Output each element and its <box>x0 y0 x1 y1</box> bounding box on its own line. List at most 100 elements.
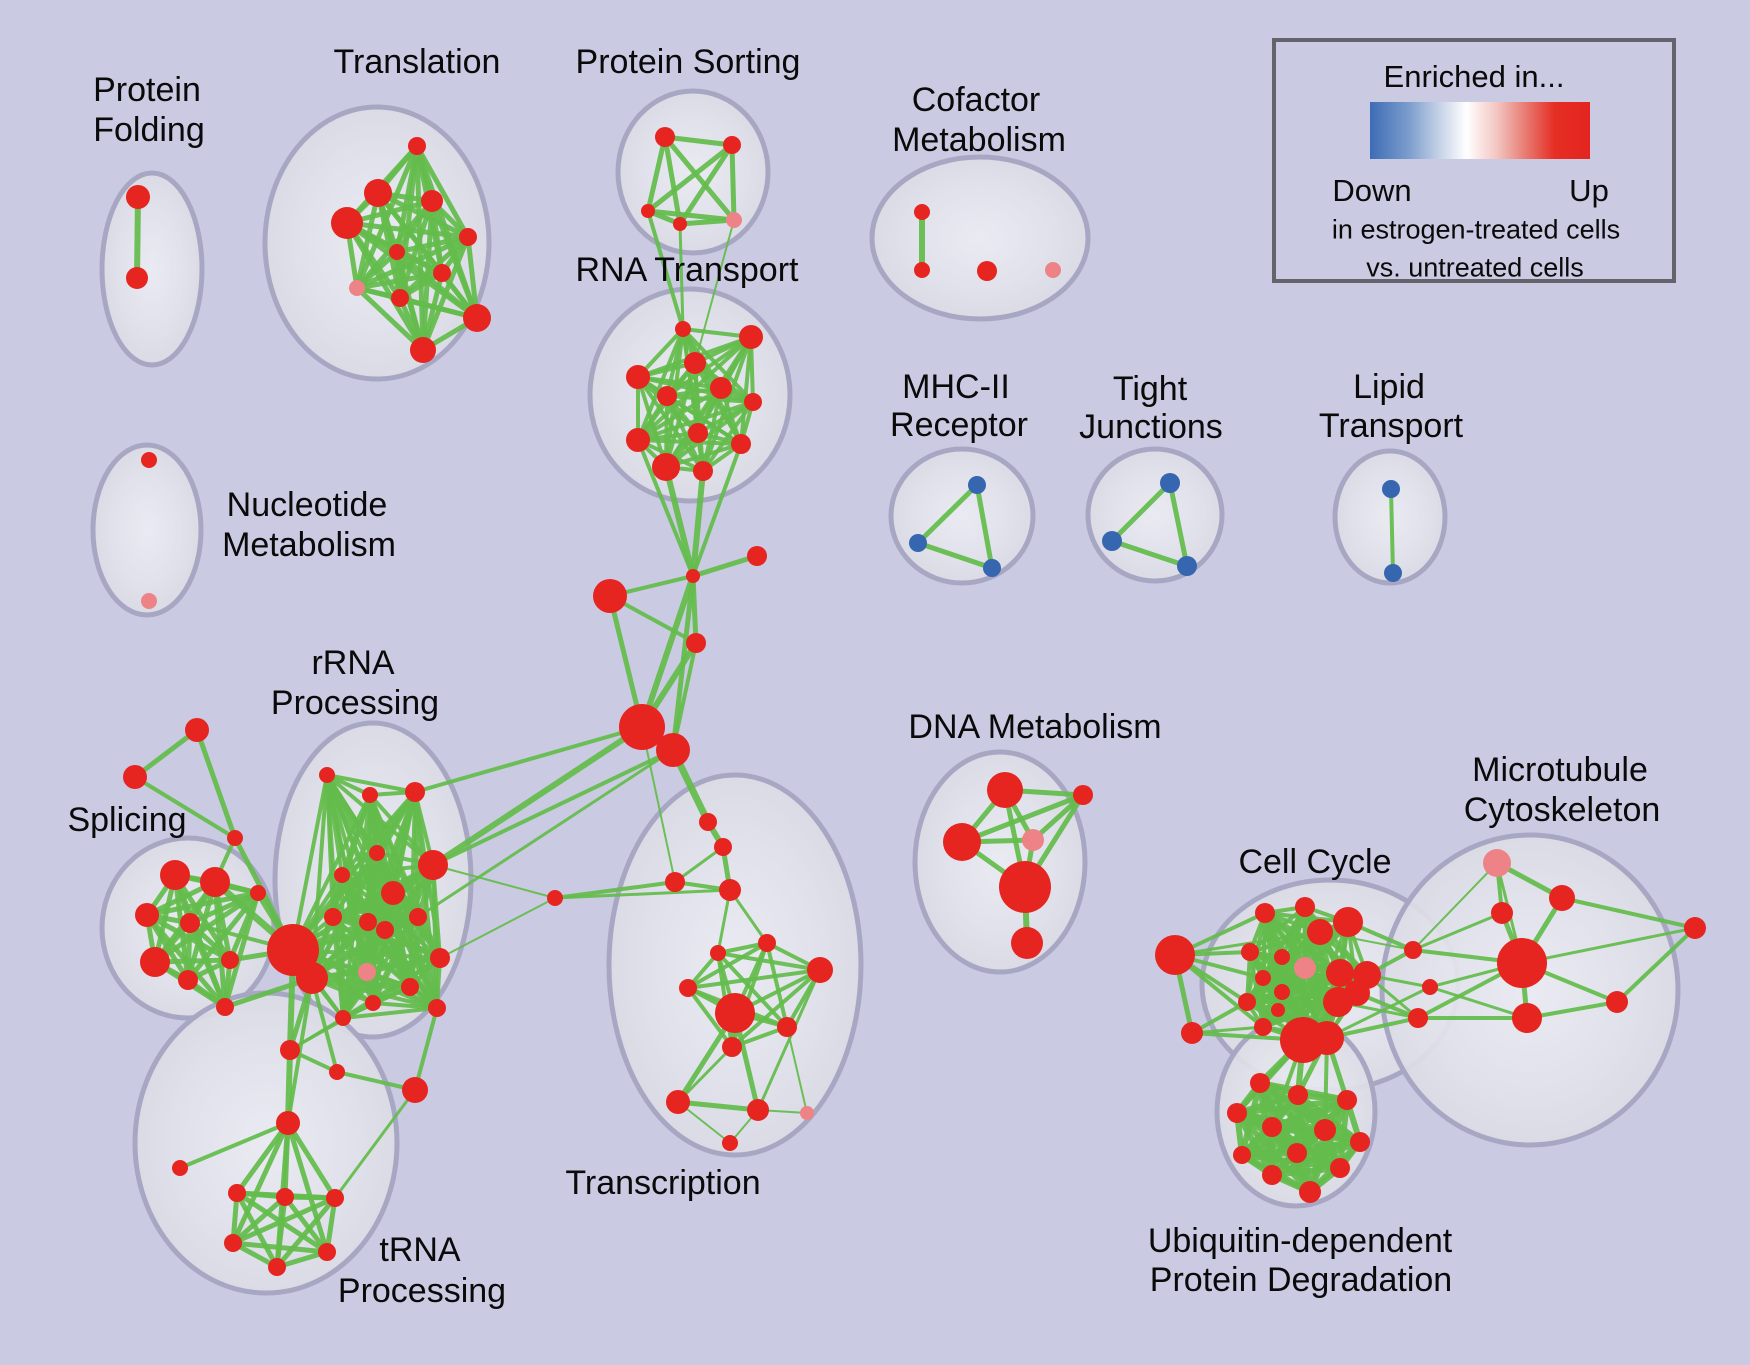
node-ps3[interactable] <box>641 204 655 218</box>
node-mt7[interactable] <box>1684 917 1706 939</box>
node-ps5[interactable] <box>726 212 742 228</box>
node-ch2[interactable] <box>747 546 767 566</box>
node-tj2[interactable] <box>1102 531 1122 551</box>
node-tg3[interactable] <box>227 830 243 846</box>
node-br3[interactable] <box>1408 1008 1428 1028</box>
node-dn6[interactable] <box>1011 927 1043 959</box>
node-tx2[interactable] <box>714 838 732 856</box>
node-cc5[interactable] <box>1241 943 1259 961</box>
node-rr10[interactable] <box>409 908 427 926</box>
node-sp4[interactable] <box>180 913 200 933</box>
node-rr3[interactable] <box>405 782 425 802</box>
node-tr3[interactable] <box>421 190 443 212</box>
node-tg1[interactable] <box>185 718 209 742</box>
node-sp6[interactable] <box>140 947 170 977</box>
node-tn5[interactable] <box>318 1243 336 1261</box>
node-ub7[interactable] <box>1350 1132 1370 1152</box>
node-mh3[interactable] <box>983 559 1001 577</box>
node-ub9[interactable] <box>1287 1143 1307 1163</box>
node-sp7[interactable] <box>178 970 198 990</box>
node-cc8[interactable] <box>1255 970 1271 986</box>
node-rt7[interactable] <box>744 393 762 411</box>
node-cf4[interactable] <box>1045 262 1061 278</box>
node-rhub2[interactable] <box>296 962 328 994</box>
node-tr4[interactable] <box>331 207 363 239</box>
node-rt4[interactable] <box>626 365 650 389</box>
node-rt11[interactable] <box>652 453 680 481</box>
node-mt5[interactable] <box>1512 1003 1542 1033</box>
node-cc9[interactable] <box>1274 984 1290 1000</box>
node-rr4[interactable] <box>369 845 385 861</box>
node-dn2[interactable] <box>1073 785 1093 805</box>
node-tr6[interactable] <box>389 244 405 260</box>
node-tr1[interactable] <box>408 137 426 155</box>
node-cc15[interactable] <box>1254 1018 1272 1036</box>
node-tr9[interactable] <box>391 289 409 307</box>
node-rt12[interactable] <box>693 461 713 481</box>
node-cc11[interactable] <box>1326 959 1354 987</box>
node-cc2[interactable] <box>1295 897 1315 917</box>
node-mh1[interactable] <box>968 476 986 494</box>
node-mt2[interactable] <box>1549 885 1575 911</box>
node-bh1[interactable] <box>619 704 665 750</box>
node-ub2[interactable] <box>1288 1085 1308 1105</box>
node-ps4[interactable] <box>673 217 687 231</box>
node-rt8[interactable] <box>688 423 708 443</box>
node-tx9[interactable] <box>679 979 697 997</box>
node-rt6[interactable] <box>710 377 732 399</box>
node-sp5[interactable] <box>250 885 266 901</box>
node-tnhub[interactable] <box>276 1111 300 1135</box>
node-rr16[interactable] <box>428 999 446 1017</box>
node-dn5[interactable] <box>999 861 1051 913</box>
node-cc6[interactable] <box>1274 949 1290 965</box>
node-br2[interactable] <box>1422 979 1438 995</box>
node-tx8[interactable] <box>807 957 833 983</box>
node-tr8[interactable] <box>349 280 365 296</box>
node-tx6[interactable] <box>758 934 776 952</box>
node-tj1[interactable] <box>1160 473 1180 493</box>
node-mt3[interactable] <box>1491 902 1513 924</box>
node-sp8[interactable] <box>221 951 239 969</box>
node-tx10[interactable] <box>715 993 755 1033</box>
node-mt1[interactable] <box>1483 849 1511 877</box>
node-rr17[interactable] <box>335 1010 351 1026</box>
node-tx5[interactable] <box>547 890 563 906</box>
node-sp2[interactable] <box>200 867 230 897</box>
node-ch3[interactable] <box>593 579 627 613</box>
node-tr5[interactable] <box>459 228 477 246</box>
node-ccB2[interactable] <box>1310 1021 1344 1055</box>
node-tx1[interactable] <box>699 813 717 831</box>
node-rr8[interactable] <box>324 908 342 926</box>
node-pf2[interactable] <box>126 267 148 289</box>
node-ub3[interactable] <box>1337 1090 1357 1110</box>
node-rr7[interactable] <box>381 881 405 905</box>
node-cc3[interactable] <box>1307 919 1333 945</box>
node-ps2[interactable] <box>723 136 741 154</box>
node-tr11[interactable] <box>410 337 436 363</box>
node-rt9[interactable] <box>626 428 650 452</box>
node-dn1[interactable] <box>987 772 1023 808</box>
node-tx3[interactable] <box>665 872 685 892</box>
node-mt4[interactable] <box>1497 938 1547 988</box>
node-rrX[interactable] <box>402 1077 428 1103</box>
node-rr2[interactable] <box>362 787 378 803</box>
node-ub4[interactable] <box>1227 1103 1247 1123</box>
node-pf1[interactable] <box>126 185 150 209</box>
node-ub6[interactable] <box>1314 1119 1336 1141</box>
node-ch1[interactable] <box>686 569 700 583</box>
node-rr12[interactable] <box>430 948 450 968</box>
node-cc4[interactable] <box>1333 907 1363 937</box>
node-cc7[interactable] <box>1294 957 1316 979</box>
node-rr6[interactable] <box>418 850 448 880</box>
node-cc14[interactable] <box>1323 987 1353 1017</box>
node-tx11[interactable] <box>777 1017 797 1037</box>
node-ch4[interactable] <box>686 633 706 653</box>
node-tx15[interactable] <box>800 1106 814 1120</box>
node-lt2[interactable] <box>1384 564 1402 582</box>
node-dn4[interactable] <box>1022 829 1044 851</box>
node-rt1[interactable] <box>675 321 691 337</box>
node-cf3[interactable] <box>977 261 997 281</box>
node-rr5[interactable] <box>334 867 350 883</box>
node-sp3[interactable] <box>135 903 159 927</box>
node-rt10[interactable] <box>731 434 751 454</box>
